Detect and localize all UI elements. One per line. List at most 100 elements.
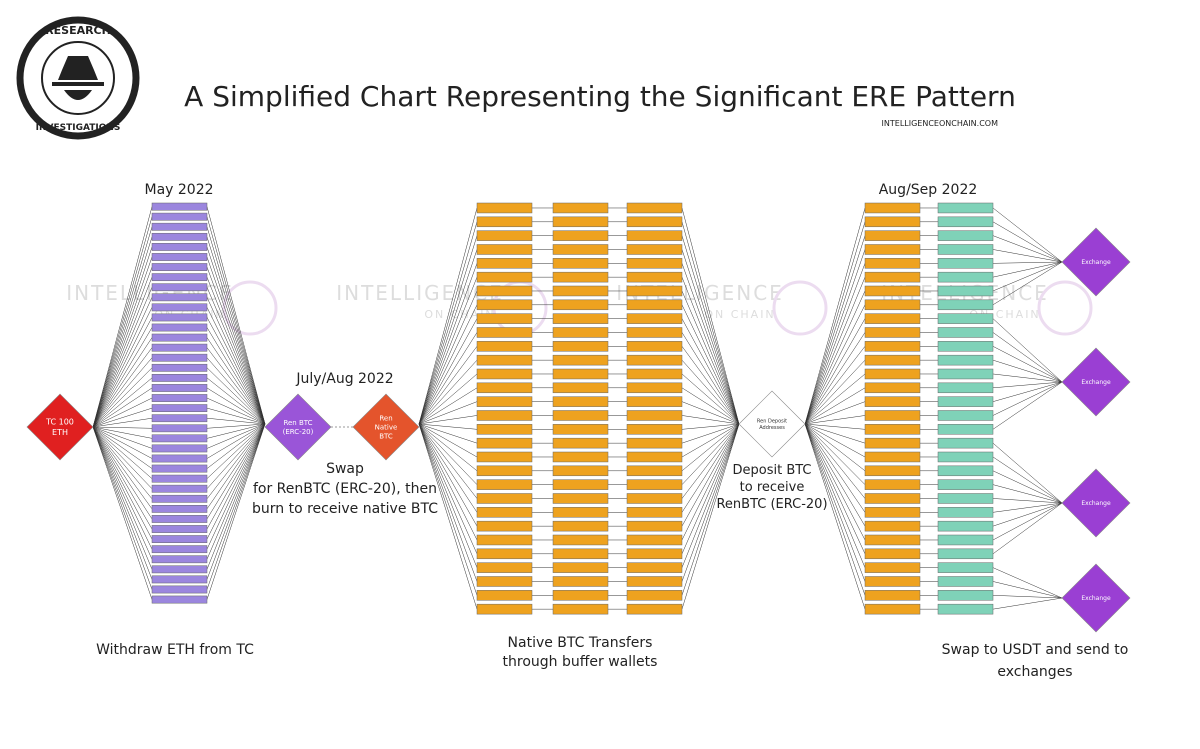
- edge: [992, 484, 1063, 504]
- edge: [681, 346, 740, 425]
- caption-line: burn to receive native BTC: [252, 501, 438, 517]
- wallet: [552, 465, 609, 477]
- wallet: [151, 263, 208, 271]
- edge: [681, 423, 740, 444]
- edge: [92, 426, 153, 570]
- wallet: [626, 354, 683, 366]
- wallet: [476, 548, 533, 560]
- wallet: [476, 327, 533, 338]
- edge: [92, 426, 153, 449]
- edge: [206, 423, 266, 429]
- caption: Swap for RenBTC (ERC-20), then burn to rec…: [252, 461, 438, 517]
- edge: [92, 426, 153, 580]
- node-label-line: ETH: [52, 428, 68, 437]
- edge: [804, 423, 866, 541]
- edge: [681, 263, 740, 425]
- edge: [206, 397, 266, 425]
- wallet: [151, 313, 208, 322]
- edge: [418, 423, 478, 472]
- wallet: [864, 493, 921, 504]
- edge: [804, 277, 866, 425]
- wallet: [626, 548, 683, 560]
- period: July/Aug 2022: [295, 371, 393, 387]
- wallet: [937, 341, 994, 352]
- title: A Simplified Chart Representing the Sign…: [184, 80, 1016, 113]
- edge: [681, 423, 740, 513]
- wallet: [864, 576, 921, 587]
- edge: [418, 346, 478, 425]
- wallet: [552, 493, 609, 504]
- edge: [92, 426, 153, 540]
- edge: [992, 470, 1063, 504]
- wallet: [937, 576, 994, 587]
- edge: [681, 290, 740, 425]
- edge: [681, 423, 740, 541]
- edge: [418, 359, 478, 425]
- wallet: [937, 327, 994, 338]
- node-label: Ren BTC (ERC-20): [283, 419, 314, 436]
- wallet: [626, 603, 683, 615]
- node-label-line: Ren: [379, 414, 392, 422]
- wallet: [476, 382, 533, 394]
- caption: Native BTC Transfers through buffer walle…: [503, 635, 658, 670]
- edge: [92, 426, 153, 600]
- node-label-line: Native: [375, 423, 398, 431]
- logo-icon: [52, 56, 104, 100]
- edge: [92, 426, 153, 429]
- wallet: [552, 576, 609, 587]
- edge: [206, 216, 266, 425]
- wallet: [937, 437, 994, 449]
- edge: [418, 318, 478, 425]
- edge: [206, 407, 266, 425]
- edge: [992, 595, 1063, 599]
- wallet: [626, 230, 683, 241]
- edge: [681, 423, 740, 430]
- edge: [418, 207, 478, 425]
- wallet: [476, 244, 533, 255]
- edge: [681, 423, 740, 596]
- wallet: [864, 479, 921, 490]
- edge: [92, 266, 153, 428]
- edge: [206, 236, 266, 425]
- edge: [992, 381, 1063, 416]
- logo-inner-ring: [41, 41, 115, 115]
- edge: [206, 297, 266, 425]
- wallet: [476, 493, 533, 504]
- wallet: [626, 341, 683, 352]
- wallet: [626, 410, 683, 421]
- edge: [992, 261, 1063, 306]
- edge: [992, 221, 1063, 263]
- wallet: [552, 396, 609, 407]
- wallet: [864, 313, 921, 324]
- edge: [804, 318, 866, 425]
- wallet: [864, 424, 921, 435]
- wallet: [552, 590, 609, 601]
- edge: [681, 423, 740, 568]
- wallet: [937, 548, 994, 560]
- edge: [681, 373, 740, 425]
- wallet: [626, 479, 683, 490]
- wallet: [151, 444, 208, 453]
- node: [1061, 563, 1131, 633]
- edge: [992, 456, 1063, 504]
- edge: [418, 263, 478, 425]
- wallet: [552, 244, 609, 255]
- caption-line: Native BTC Transfers: [508, 635, 653, 651]
- wallet: [552, 479, 609, 490]
- edge: [804, 207, 866, 425]
- edge: [804, 423, 866, 596]
- edge: [92, 246, 153, 428]
- wallet: [476, 534, 533, 546]
- node: [26, 393, 94, 461]
- wallet: [552, 202, 609, 214]
- wallet: [151, 535, 208, 543]
- node-label: TC 100 ETH: [45, 418, 74, 437]
- edge: [418, 423, 478, 458]
- wallet: [937, 244, 994, 255]
- wallet: [864, 230, 921, 241]
- caption-line: Deposit BTC: [732, 463, 811, 478]
- wallet: [151, 505, 208, 513]
- node-label-line: TC 100: [45, 418, 74, 427]
- edge: [418, 423, 478, 485]
- wallet: [552, 327, 609, 338]
